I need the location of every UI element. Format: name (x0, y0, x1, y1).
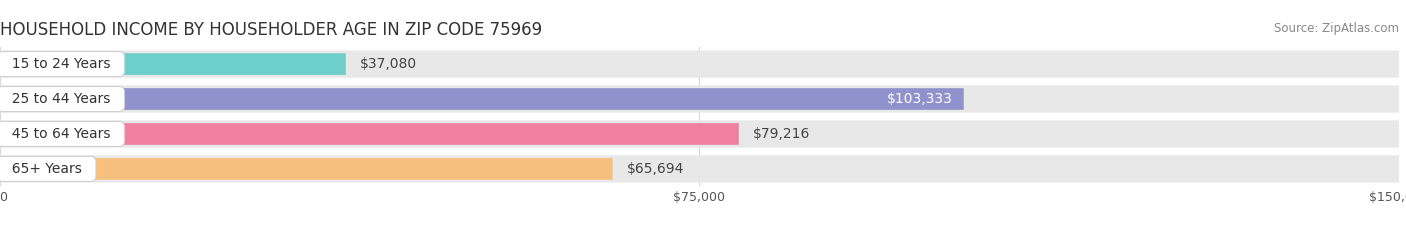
Text: 25 to 44 Years: 25 to 44 Years (3, 92, 120, 106)
Text: 45 to 64 Years: 45 to 64 Years (3, 127, 120, 141)
FancyBboxPatch shape (0, 88, 963, 110)
FancyBboxPatch shape (0, 155, 1399, 183)
FancyBboxPatch shape (0, 53, 346, 75)
Text: 15 to 24 Years: 15 to 24 Years (3, 57, 120, 71)
Text: HOUSEHOLD INCOME BY HOUSEHOLDER AGE IN ZIP CODE 75969: HOUSEHOLD INCOME BY HOUSEHOLDER AGE IN Z… (0, 21, 543, 39)
Text: $103,333: $103,333 (887, 92, 952, 106)
FancyBboxPatch shape (0, 158, 613, 180)
Text: 65+ Years: 65+ Years (3, 162, 90, 176)
Text: $37,080: $37,080 (360, 57, 418, 71)
FancyBboxPatch shape (0, 51, 1399, 78)
Text: $79,216: $79,216 (752, 127, 810, 141)
Text: Source: ZipAtlas.com: Source: ZipAtlas.com (1274, 23, 1399, 35)
FancyBboxPatch shape (0, 120, 1399, 148)
FancyBboxPatch shape (0, 86, 1399, 113)
FancyBboxPatch shape (0, 123, 738, 145)
Text: $65,694: $65,694 (627, 162, 685, 176)
